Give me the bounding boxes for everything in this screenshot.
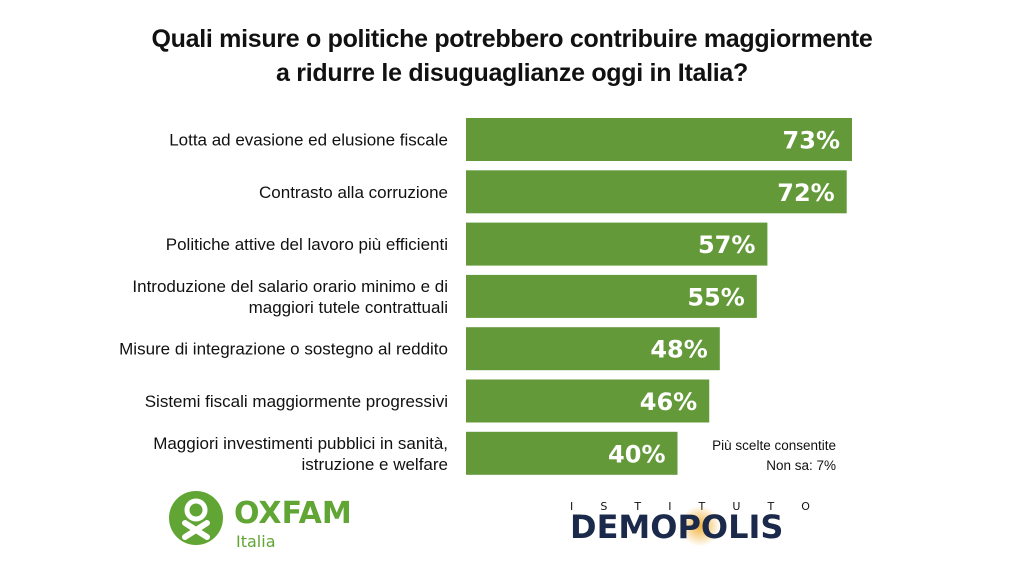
bar-value-label: 57% xyxy=(698,231,755,259)
demopolis-letter: T xyxy=(767,500,775,513)
oxfam-logo: OXFAM Italia xyxy=(168,490,352,560)
title-line-1: Quali misure o politiche potrebbero cont… xyxy=(151,25,873,53)
note-dont-know: Non sa: 7% xyxy=(766,458,836,473)
bar-value-label: 46% xyxy=(640,388,697,416)
demopolis-letter: U xyxy=(732,500,741,513)
note-multiple-choice: Più scelte consentite xyxy=(712,438,836,453)
category-label: maggiori tutele contrattuali xyxy=(249,298,448,317)
bar-value-label: 72% xyxy=(777,179,834,207)
category-label: Introduzione del salario orario minimo e… xyxy=(132,277,448,296)
demopolis-glow xyxy=(680,506,720,546)
bar xyxy=(466,170,847,214)
chart-note: Più scelte consentite Non sa: 7% xyxy=(712,436,836,476)
category-label: istruzione e welfare xyxy=(302,455,448,474)
oxfam-name: OXFAM xyxy=(234,496,352,531)
category-label: Misure di integrazione o sostegno al red… xyxy=(119,340,448,359)
oxfam-subtitle: Italia xyxy=(236,532,276,551)
category-label: Politiche attive del lavoro più efficien… xyxy=(166,235,448,254)
bar xyxy=(466,222,768,266)
bar-value-label: 55% xyxy=(687,283,744,311)
category-label: Lotta ad evasione ed elusione fiscale xyxy=(169,131,448,150)
demopolis-letter: S xyxy=(600,500,608,513)
chart-title: Quali misure o politiche potrebbero cont… xyxy=(0,22,1024,90)
bar xyxy=(466,118,852,161)
demopolis-name: DEMOPOLIS xyxy=(570,508,784,546)
oxfam-symbol-icon xyxy=(169,491,223,545)
demopolis-letter: O xyxy=(801,500,810,513)
bar xyxy=(466,431,678,475)
demopolis-letter: T xyxy=(634,500,642,513)
title-line-2: a ridurre le disuguaglianze oggi in Ital… xyxy=(276,59,748,87)
bar-value-label: 40% xyxy=(608,440,665,468)
bar-value-label: 48% xyxy=(650,336,707,364)
demopolis-letter: I xyxy=(668,500,672,513)
bar xyxy=(466,274,757,318)
demopolis-letter: I xyxy=(570,500,574,513)
category-label: Maggiori investimenti pubblici in sanità… xyxy=(153,434,448,453)
category-label: Sistemi fiscali maggiormente progressivi xyxy=(145,392,448,411)
category-label: Contrasto alla corruzione xyxy=(259,183,448,202)
bar-value-label: 73% xyxy=(783,127,840,155)
demopolis-logo: I S T I T U T O DEMOPOLIS xyxy=(568,500,818,550)
bar xyxy=(466,327,720,371)
bar xyxy=(466,379,710,423)
